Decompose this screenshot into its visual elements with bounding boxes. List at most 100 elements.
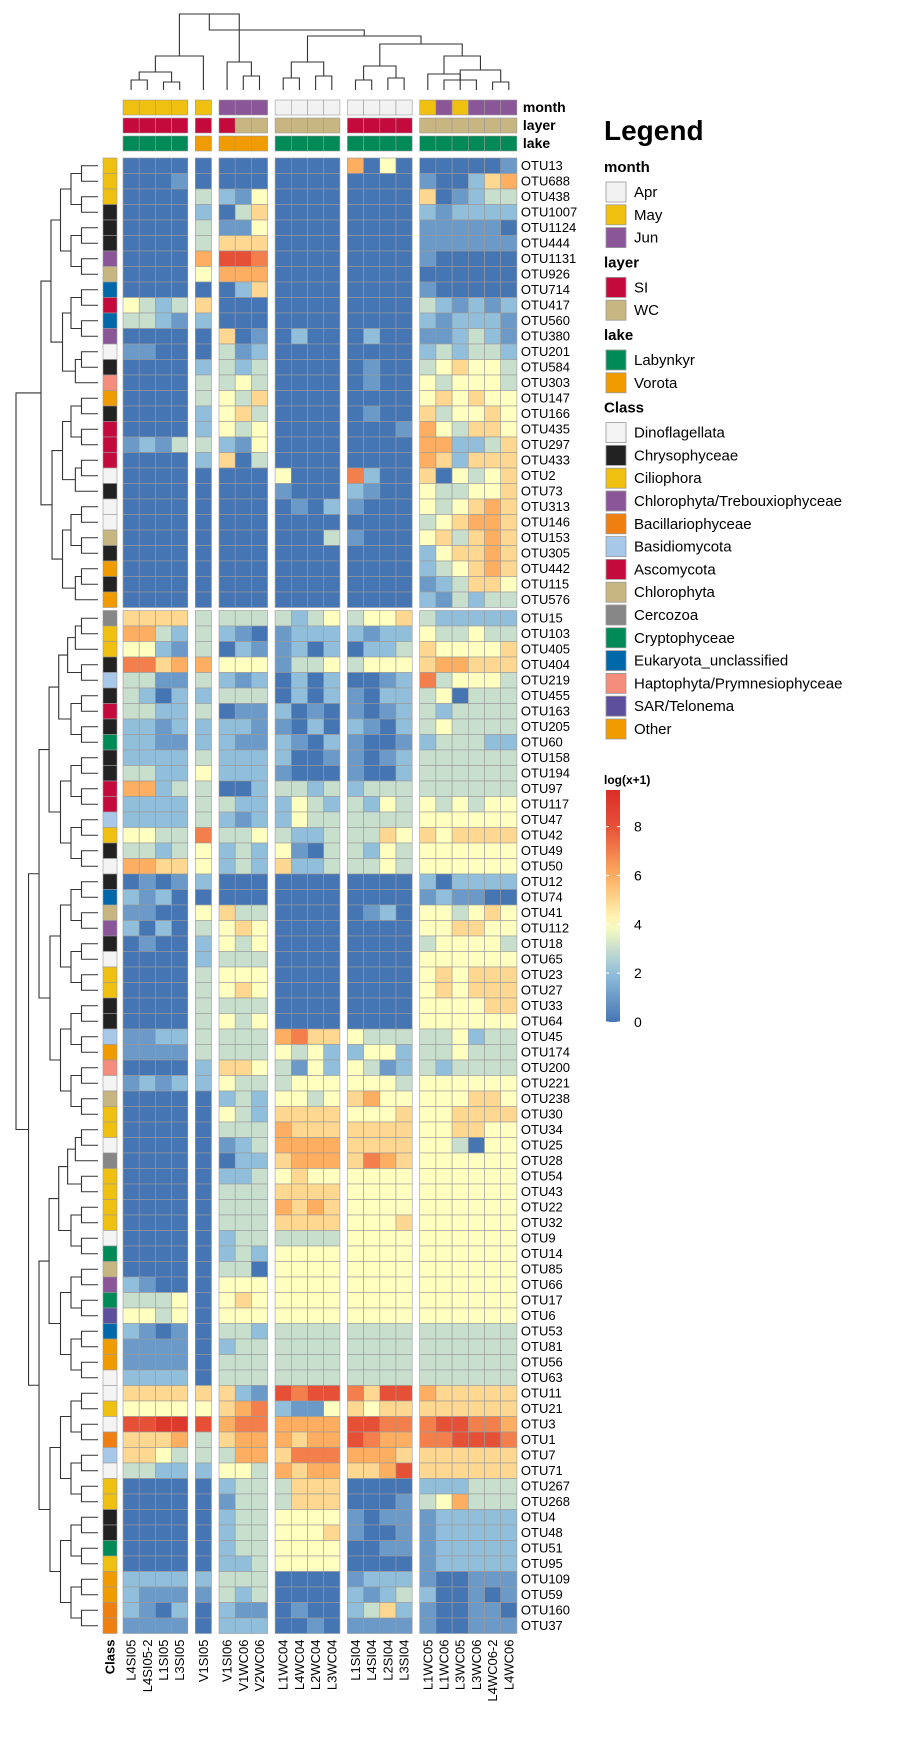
heatmap-cell (347, 1183, 364, 1200)
heatmap-cell (138, 328, 156, 345)
heatmap-cell (234, 1338, 252, 1355)
class-cell (102, 1524, 118, 1541)
heatmap-cell (122, 811, 140, 828)
heatmap-cell (379, 467, 397, 484)
heatmap-cell (218, 328, 236, 345)
heatmap-cell (218, 1261, 236, 1278)
heatmap-cell (195, 687, 212, 704)
heatmap-cell (218, 1400, 236, 1417)
heatmap-cell (171, 1028, 189, 1045)
class-cell (102, 796, 118, 813)
heatmap-cell (484, 1354, 502, 1371)
heatmap-cell (234, 173, 252, 190)
heatmap-cell (363, 390, 381, 407)
class-cell (102, 343, 118, 360)
heatmap-cell (347, 951, 364, 968)
heatmap-cell (251, 935, 268, 952)
heatmap-cell (218, 343, 236, 360)
row-label: OTU27 (521, 983, 563, 998)
row-label: OTU74 (521, 890, 563, 905)
heatmap-cell (347, 312, 364, 329)
heatmap-cell (363, 328, 381, 345)
heatmap-cell (307, 1230, 325, 1247)
heatmap-cell (274, 560, 292, 577)
heatmap-cell (307, 173, 325, 190)
heatmap-cell (395, 1478, 413, 1495)
heatmap-cell (484, 703, 502, 720)
heatmap-cell (195, 641, 212, 658)
dendrogram-branch (58, 1166, 71, 1232)
heatmap-cell (195, 390, 212, 407)
heatmap-cell (138, 966, 156, 983)
heatmap-cell (234, 1276, 252, 1293)
heatmap-cell (155, 1106, 172, 1123)
dendrogram-branch (80, 617, 98, 635)
class-cell (102, 1044, 118, 1061)
heatmap-cell (451, 297, 469, 314)
heatmap-cell (138, 1307, 156, 1324)
heatmap-cell (435, 749, 453, 766)
heatmap-cell (218, 405, 236, 422)
heatmap-cell (451, 842, 469, 859)
annotation-label-month: month (523, 99, 566, 115)
heatmap-cell (323, 1493, 341, 1510)
dendrogram-branch (242, 75, 261, 90)
heatmap-cell (435, 904, 453, 921)
heatmap-cell (467, 1462, 485, 1479)
heatmap-cell (484, 1276, 502, 1293)
column-label: L4WC04 (292, 1640, 307, 1691)
heatmap-cell (419, 1214, 437, 1231)
heatmap-cell (500, 610, 518, 627)
heatmap-cell (290, 483, 308, 500)
heatmap-cell (467, 1137, 485, 1154)
dendrogram-branch (80, 943, 98, 960)
heatmap-cell (138, 374, 156, 391)
row-label: OTU714 (521, 282, 570, 297)
heatmap-cell (171, 951, 189, 968)
heatmap-cell (347, 1385, 364, 1402)
heatmap-cell (138, 656, 156, 673)
heatmap-cell (251, 718, 268, 735)
class-cell (102, 1261, 118, 1278)
heatmap-cell (195, 343, 212, 360)
heatmap-cell (347, 1555, 364, 1572)
heatmap-cell (435, 1214, 453, 1231)
heatmap-cell (155, 858, 172, 875)
class-cell (102, 1059, 118, 1076)
heatmap-cell (347, 625, 364, 642)
heatmap-cell (307, 641, 325, 658)
heatmap-cell (467, 734, 485, 751)
dendrogram-branch (80, 1578, 98, 1596)
heatmap-cell (274, 1447, 292, 1464)
heatmap-cell (467, 1106, 485, 1123)
heatmap-cell (347, 235, 364, 252)
heatmap-cell (138, 405, 156, 422)
heatmap-cell (347, 749, 364, 766)
heatmap-cell (363, 966, 381, 983)
dendrogram-branch (387, 77, 405, 90)
heatmap-cell (138, 641, 156, 658)
heatmap-cell (251, 545, 268, 562)
heatmap-cell (451, 467, 469, 484)
heatmap-cell (307, 452, 325, 469)
heatmap-cell (323, 811, 341, 828)
heatmap-cell (138, 467, 156, 484)
heatmap-cell (195, 780, 212, 797)
heatmap-cell (395, 1028, 413, 1045)
heatmap-cell (363, 1168, 381, 1185)
heatmap-cell (122, 997, 140, 1014)
heatmap-cell (138, 173, 156, 190)
annotation-cell-month (218, 99, 236, 116)
heatmap-cell (307, 687, 325, 704)
heatmap-cell (435, 1493, 453, 1510)
heatmap-cell (138, 591, 156, 608)
heatmap-cell (323, 359, 341, 376)
heatmap-cell (155, 1261, 172, 1278)
legend-swatch (605, 536, 627, 557)
heatmap-cell (195, 920, 212, 937)
row-label: OTU560 (521, 313, 570, 328)
heatmap-cell (347, 703, 364, 720)
heatmap-cell (307, 656, 325, 673)
heatmap-cell (484, 1292, 502, 1309)
heatmap-cell (419, 966, 437, 983)
